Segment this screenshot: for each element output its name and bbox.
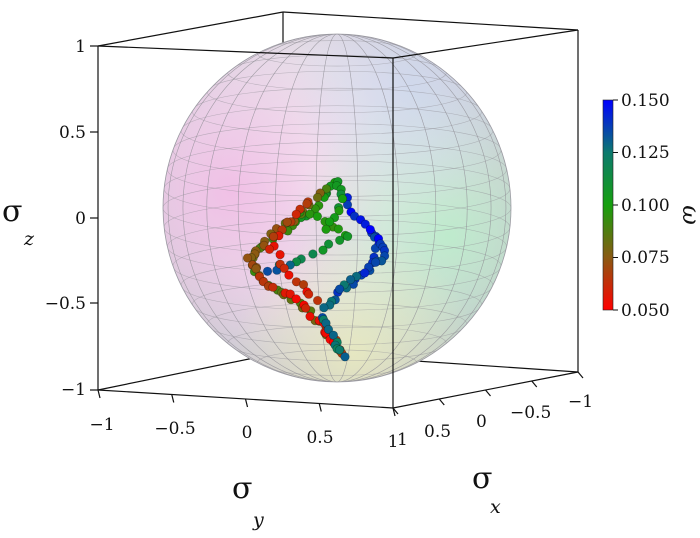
sphere-meridian xyxy=(167,34,507,382)
x-tick: 0 xyxy=(476,412,487,432)
trajectory-point xyxy=(321,224,331,234)
trajectory-point xyxy=(312,211,323,221)
trajectory-point xyxy=(319,303,329,313)
trajectory-point xyxy=(279,263,289,273)
y-tick: −0.5 xyxy=(154,419,195,439)
trajectory-point xyxy=(365,224,375,235)
sphere-meridian xyxy=(182,34,492,382)
trajectory-point xyxy=(251,264,261,274)
trajectory-point xyxy=(325,217,335,227)
trajectory-point xyxy=(242,253,253,263)
trajectory-point xyxy=(291,209,301,219)
colorbar-tick: 0.075 xyxy=(621,248,670,268)
trajectory-point xyxy=(360,268,370,278)
trajectory-point xyxy=(321,184,332,194)
trajectory-point xyxy=(264,244,275,254)
x-tick: 0.5 xyxy=(424,422,451,442)
y-tick: 0 xyxy=(242,423,253,443)
trajectory-point xyxy=(335,284,345,294)
trajectory-point xyxy=(312,192,323,203)
y-axis-ticks: −1 −0.5 0 0.5 1 xyxy=(89,415,398,452)
x-axis-label: σ x xyxy=(472,461,501,518)
tick-marks xyxy=(90,45,584,417)
trajectory-point xyxy=(302,199,312,209)
colorbar-tick: 0.100 xyxy=(621,196,670,216)
z-tick: 1 xyxy=(75,37,86,57)
z-tick: −0.5 xyxy=(45,294,86,314)
trajectory-point xyxy=(298,280,309,290)
x-tick: −1 xyxy=(568,392,593,412)
colorbar-tick: 0.150 xyxy=(621,91,670,111)
x-tick: −0.5 xyxy=(510,403,551,423)
trajectory-point xyxy=(313,295,323,306)
trajectory-point xyxy=(342,200,353,210)
trajectory-point xyxy=(337,194,348,204)
trajectory-point xyxy=(305,311,315,322)
colorbar-gradient xyxy=(602,99,614,311)
x-tick: 1 xyxy=(397,430,408,450)
x-axis-subscript: x xyxy=(490,496,501,518)
trajectory-point xyxy=(335,235,345,245)
trajectory-point xyxy=(334,206,344,216)
colorbar-label: ω xyxy=(677,205,700,225)
z-tick: 0 xyxy=(75,209,86,229)
trajectory-point xyxy=(324,239,334,249)
trajectory-point xyxy=(333,224,344,234)
trajectory-point xyxy=(268,282,278,292)
trajectory-points xyxy=(242,177,390,362)
trajectory-point xyxy=(340,352,350,362)
colorbar-tick: 0.050 xyxy=(621,301,670,321)
y-tick: 1 xyxy=(388,432,399,452)
trajectory-point xyxy=(268,232,279,242)
colorbar-tick: 0.125 xyxy=(621,143,670,163)
trajectory-point xyxy=(304,289,314,299)
trajectory-point xyxy=(301,303,311,313)
trajectory-point xyxy=(371,257,381,267)
sphere-meridian xyxy=(206,34,468,382)
trajectory-point xyxy=(323,324,334,335)
x-axis-symbol: σ xyxy=(472,461,492,496)
trajectory-point xyxy=(308,249,318,259)
trajectory-point xyxy=(285,289,295,299)
z-axis-subscript: z xyxy=(23,228,35,250)
trajectory-point xyxy=(345,275,356,285)
trajectory-point xyxy=(262,266,273,276)
y-axis-subscript: y xyxy=(252,509,264,531)
z-tick: 0.5 xyxy=(59,123,86,143)
y-axis-label: σ y xyxy=(232,471,264,531)
z-axis-ticks: 1 0.5 0 −0.5 −1 xyxy=(45,37,86,400)
y-tick: 0.5 xyxy=(306,428,333,448)
trajectory-point xyxy=(335,345,345,355)
y-axis-symbol: σ xyxy=(232,471,252,506)
z-axis-label: σ z xyxy=(2,194,35,250)
z-tick: −1 xyxy=(61,380,86,400)
sphere-meridian xyxy=(237,34,437,382)
trajectory-point xyxy=(328,330,339,340)
trajectory-point xyxy=(282,217,292,227)
colorbar: 0.150 0.125 0.100 0.075 0.050 ω xyxy=(602,91,700,321)
trajectory-point xyxy=(318,245,328,255)
trajectory-point xyxy=(291,294,301,304)
sphere-meridian xyxy=(275,34,399,382)
trajectory-point xyxy=(275,250,285,260)
z-axis-symbol: σ xyxy=(2,194,22,229)
trajectory-point xyxy=(343,231,353,241)
trajectory-point xyxy=(284,270,294,280)
y-tick: −1 xyxy=(89,415,114,435)
x-axis-ticks: 1 0.5 0 −0.5 −1 xyxy=(397,392,593,450)
